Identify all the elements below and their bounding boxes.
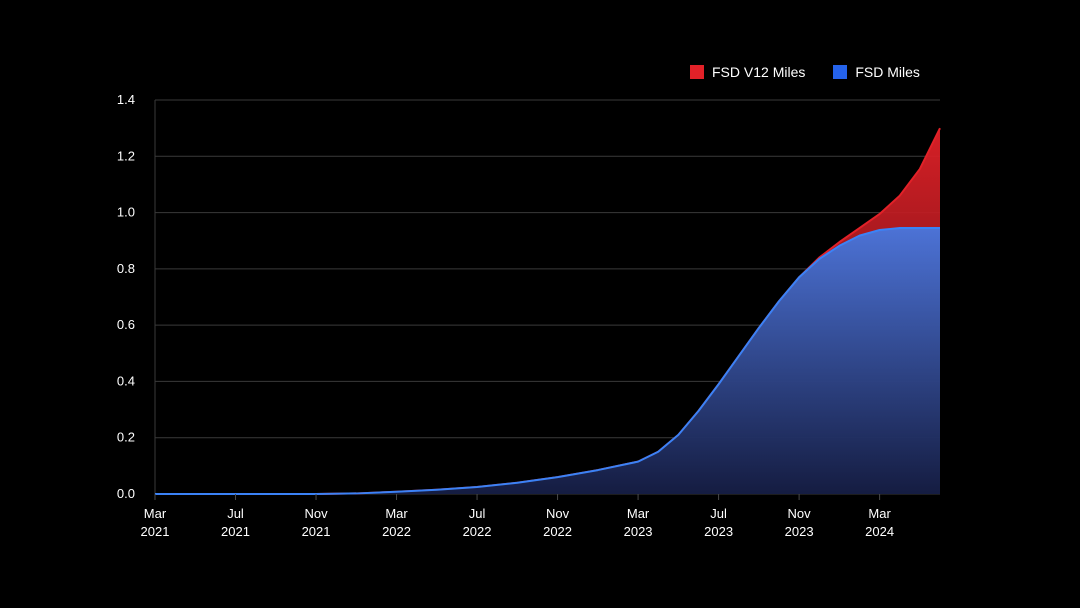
series-area-fsd-miles: [155, 228, 940, 494]
y-tick-label: 1.2: [117, 148, 135, 163]
legend-swatch: [690, 65, 704, 79]
x-tick-label-month: Mar: [868, 506, 891, 521]
y-tick-label: 0.2: [117, 430, 135, 445]
x-tick-label-month: Mar: [627, 506, 650, 521]
x-tick-label-month: Jul: [469, 506, 486, 521]
y-tick-label: 0.0: [117, 486, 135, 501]
x-tick-label-year: 2024: [865, 524, 894, 539]
x-tick-label-month: Nov: [546, 506, 570, 521]
area-chart: 0.0 0.2 0.4 0.6 0.8 1.0 1.2 1.4 Mar 2021 Jul 2021 No…: [0, 0, 1080, 608]
x-tick-label-year: 2022: [463, 524, 492, 539]
x-tick-label-month: Mar: [385, 506, 408, 521]
legend-label: FSD V12 Miles: [712, 64, 805, 80]
chart-container: 0.0 0.2 0.4 0.6 0.8 1.0 1.2 1.4 Mar 2021 Jul 2021 No…: [0, 0, 1080, 608]
x-tick-label-year: 2023: [704, 524, 733, 539]
y-tick-label: 0.4: [117, 373, 135, 388]
x-tick-label-year: 2022: [543, 524, 572, 539]
x-tick-label-year: 2022: [382, 524, 411, 539]
x-tick-label-month: Jul: [227, 506, 244, 521]
x-tick-label-year: 2021: [141, 524, 170, 539]
y-tick-label: 1.4: [117, 92, 135, 107]
y-tick-label: 0.6: [117, 317, 135, 332]
y-tick-label: 0.8: [117, 261, 135, 276]
x-tick-label-month: Jul: [710, 506, 727, 521]
x-tick-label-year: 2023: [785, 524, 814, 539]
legend-swatch: [833, 65, 847, 79]
x-tick-label-year: 2023: [624, 524, 653, 539]
x-tick-label-year: 2021: [221, 524, 250, 539]
legend-item-fsd-v12-miles: FSD V12 Miles: [690, 64, 805, 80]
y-tick-label: 1.0: [117, 205, 135, 220]
legend-label: FSD Miles: [855, 64, 920, 80]
x-tick-label-month: Mar: [144, 506, 167, 521]
x-tick-label-month: Nov: [304, 506, 328, 521]
legend: FSD V12 Miles FSD Miles: [690, 64, 920, 80]
x-tick-label-month: Nov: [788, 506, 812, 521]
legend-item-fsd-miles: FSD Miles: [833, 64, 920, 80]
x-tick-label-year: 2021: [302, 524, 331, 539]
